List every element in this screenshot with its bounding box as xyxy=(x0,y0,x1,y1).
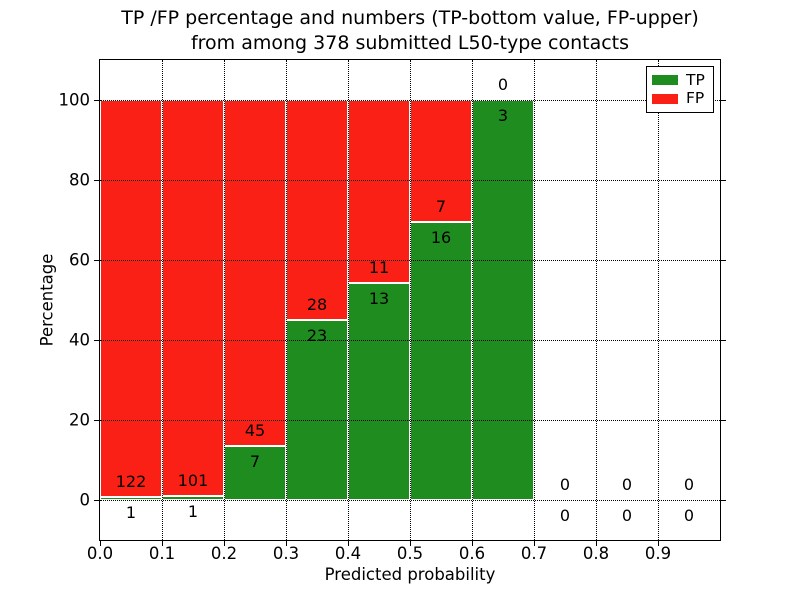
x-tick-label: 0.4 xyxy=(334,544,362,563)
x-tick-mark xyxy=(285,540,287,546)
x-tick-mark xyxy=(409,540,411,546)
bar-fp-segment xyxy=(286,100,348,320)
chart-title: TP /FP percentage and numbers (TP-bottom… xyxy=(100,6,720,56)
y-tick-mark-right xyxy=(720,99,726,101)
bar-fp-segment xyxy=(348,100,410,284)
fp-count-label: 0 xyxy=(683,475,695,494)
x-tick-mark xyxy=(347,540,349,546)
x-tick-mark xyxy=(471,540,473,546)
fp-count-label: 122 xyxy=(115,471,147,491)
legend-item-fp: FP xyxy=(652,91,709,106)
tp-count-label: 0 xyxy=(621,506,633,525)
bar-tp-segment xyxy=(472,100,534,500)
x-tick-label: 0.1 xyxy=(148,544,176,563)
tp-count-label: 0 xyxy=(559,506,571,525)
y-tick-mark xyxy=(94,419,100,421)
bar-fp-segment xyxy=(162,100,224,497)
bar-tp-segment xyxy=(410,221,472,500)
legend-tp-label: TP xyxy=(686,70,705,89)
y-tick-mark-right xyxy=(720,499,726,501)
tp-count-label: 1 xyxy=(125,502,137,522)
y-tick-mark xyxy=(94,259,100,261)
grid-line-v xyxy=(285,60,287,540)
y-tick-label: 0 xyxy=(79,490,91,510)
bar-tp-segment xyxy=(348,283,410,500)
x-tick-label: 0.8 xyxy=(582,544,610,563)
y-tick-mark xyxy=(94,499,100,501)
bar-fp-segment xyxy=(100,100,162,497)
legend-fp-label: FP xyxy=(686,89,705,108)
tp-count-label: 1 xyxy=(187,502,199,522)
x-tick-mark xyxy=(99,540,101,546)
y-tick-label: 80 xyxy=(69,170,90,190)
x-tick-label: 0.3 xyxy=(272,544,300,563)
fp-count-label: 0 xyxy=(621,475,633,494)
y-tick-mark xyxy=(94,179,100,181)
chart-title-line-1: TP /FP percentage and numbers (TP-bottom… xyxy=(121,7,699,29)
axis-spine-left xyxy=(99,59,100,541)
tp-count-label: 3 xyxy=(497,106,509,125)
x-tick-label: 0.0 xyxy=(86,544,114,563)
legend-item-tp: TP xyxy=(652,70,709,89)
axis-spine-top xyxy=(99,59,721,60)
grid-line-v xyxy=(347,60,349,540)
y-tick-label: 20 xyxy=(69,410,90,430)
x-tick-mark xyxy=(533,540,535,546)
fp-count-label: 101 xyxy=(177,471,209,491)
grid-line-v xyxy=(533,60,535,540)
grid-line-v xyxy=(471,60,473,540)
grid-line-v xyxy=(595,60,597,540)
y-tick-mark-right xyxy=(720,419,726,421)
fp-count-label: 0 xyxy=(559,475,571,494)
x-tick-label: 0.6 xyxy=(458,544,486,563)
y-tick-mark-right xyxy=(720,179,726,181)
x-tick-mark xyxy=(161,540,163,546)
fp-count-label: 45 xyxy=(244,421,266,441)
y-tick-label: 40 xyxy=(69,330,90,350)
fp-count-label: 0 xyxy=(497,75,509,94)
x-tick-label: 0.5 xyxy=(396,544,424,563)
tp-count-label: 16 xyxy=(430,227,452,247)
x-tick-label: 0.7 xyxy=(520,544,548,563)
legend-fp-swatch-icon xyxy=(652,93,678,104)
fp-count-label: 28 xyxy=(306,294,328,314)
legend: TP FP xyxy=(646,66,714,113)
fp-count-label: 11 xyxy=(368,258,390,278)
grid-line-v xyxy=(223,60,225,540)
x-tick-mark xyxy=(657,540,659,546)
x-tick-mark xyxy=(223,540,225,546)
x-tick-label: 0.2 xyxy=(210,544,238,563)
grid-line-v xyxy=(657,60,659,540)
grid-line-v xyxy=(161,60,163,540)
y-tick-label: 100 xyxy=(58,90,91,110)
tp-count-label: 23 xyxy=(306,325,328,345)
y-tick-label: 60 xyxy=(69,250,90,270)
tp-count-label: 0 xyxy=(683,506,695,525)
y-tick-mark xyxy=(94,99,100,101)
x-tick-mark xyxy=(595,540,597,546)
axis-spine-right xyxy=(720,59,721,541)
bar-fp-segment xyxy=(224,100,286,447)
grid-line-v xyxy=(409,60,411,540)
y-tick-mark xyxy=(94,339,100,341)
fp-count-label: 7 xyxy=(435,196,447,216)
y-tick-mark-right xyxy=(720,339,726,341)
bar-tp-segment xyxy=(224,446,286,500)
y-tick-mark-right xyxy=(720,259,726,261)
axis-spine-bottom xyxy=(99,540,721,541)
bar-tp-segment xyxy=(286,319,348,500)
x-axis-label: Predicted probability xyxy=(324,565,496,584)
tp-count-label: 7 xyxy=(249,452,261,472)
chart-title-line-2: from among 378 submitted L50-type contac… xyxy=(190,32,630,54)
legend-tp-swatch-icon xyxy=(652,75,678,86)
x-tick-label: 0.9 xyxy=(644,544,672,563)
tp-count-label: 13 xyxy=(368,289,390,309)
